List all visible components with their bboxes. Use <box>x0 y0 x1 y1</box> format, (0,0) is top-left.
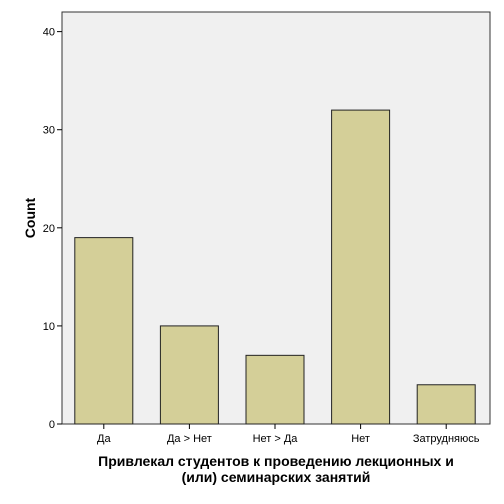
x-tick-label: Нет <box>351 433 370 445</box>
bar <box>416 384 476 425</box>
x-tick-label: Затрудняюсь <box>413 433 480 445</box>
bar <box>74 237 134 425</box>
x-tick-label: Нет > Да <box>253 433 299 445</box>
y-axis-title: Count <box>22 197 38 238</box>
y-tick-label: 10 <box>43 321 55 333</box>
x-axis-title-line-1: Привлекал студентов к проведению лекцион… <box>98 453 454 469</box>
y-tick-label: 0 <box>49 419 55 431</box>
bar <box>331 109 391 425</box>
bar <box>245 354 305 425</box>
x-tick-label: Да <box>97 433 111 445</box>
y-tick-label: 30 <box>43 125 55 137</box>
y-tick-label: 20 <box>43 223 55 235</box>
y-axis: 0 10 20 30 40 <box>43 27 62 431</box>
bars-group <box>74 109 476 425</box>
x-tick-label: Да > Нет <box>167 433 212 445</box>
bar <box>159 325 219 425</box>
y-tick-label: 40 <box>43 27 55 39</box>
x-axis: Да Да > Нет Нет > Да Нет Затрудняюсь <box>97 424 480 445</box>
x-axis-title-line-2: (или) семинарских занятий <box>182 469 371 485</box>
